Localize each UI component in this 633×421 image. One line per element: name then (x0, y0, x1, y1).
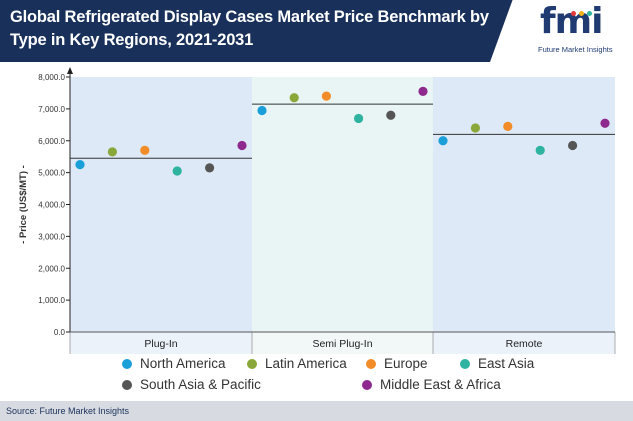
legend-dot-icon (122, 380, 132, 390)
source-footer: Source: Future Market Insights (0, 401, 633, 421)
y-tick-label: 4,000.0 (38, 201, 65, 210)
data-point-latin-america-2 (470, 123, 480, 133)
legend-dot-icon (247, 359, 257, 369)
data-point-south-asia-pacific-1 (386, 110, 396, 120)
y-tick-label: 0.0 (54, 328, 66, 337)
logo-dots-icon (571, 3, 595, 21)
data-point-latin-america-1 (289, 93, 299, 103)
y-axis-arrow-icon (67, 67, 73, 74)
category-panel-2 (433, 77, 615, 332)
y-tick-label: 8,000.0 (38, 73, 65, 82)
y-tick-label: 7,000.0 (38, 105, 65, 114)
data-point-middle-east-africa-1 (418, 86, 428, 96)
legend-label: East Asia (478, 356, 535, 371)
fmi-logo: fmi (540, 1, 604, 42)
category-strip-2 (433, 332, 615, 354)
data-point-latin-america-0 (107, 147, 117, 157)
y-tick-label: 5,000.0 (38, 169, 65, 178)
category-label-remote: Remote (506, 338, 543, 350)
category-strip-1 (252, 332, 433, 354)
data-point-south-asia-pacific-2 (568, 140, 578, 151)
legend-label: Middle East & Africa (380, 377, 501, 392)
legend-dot-icon (366, 359, 376, 369)
category-label-plug-in: Plug-In (144, 338, 177, 350)
y-axis-label: - Price (US$/MT) - (18, 165, 29, 244)
price-benchmark-chart: 0.0 1,000.0 2,000.0 3,000.0 4,000.0 5,000.0 6,… (18, 67, 616, 354)
legend-dot-icon (460, 359, 470, 369)
data-point-east-asia-2 (535, 145, 545, 155)
logo-panel (515, 0, 633, 62)
legend-item-south-asia-pacific: South Asia & Pacific (122, 377, 261, 392)
y-tick-label: 6,000.0 (38, 137, 65, 146)
category-strip-0 (70, 332, 252, 354)
legend-dot-icon (122, 359, 132, 369)
legend-label: North America (140, 356, 226, 371)
data-point-east-asia-0 (172, 166, 182, 176)
legend-item-europe: Europe (366, 356, 428, 371)
legend-item-east-asia: East Asia (460, 356, 534, 371)
data-point-europe-2 (503, 121, 513, 132)
y-tick-label: 3,000.0 (38, 232, 65, 241)
category-panel-0 (70, 77, 252, 332)
legend-label: South Asia & Pacific (140, 377, 261, 392)
data-point-europe-1 (321, 91, 331, 101)
data-point-east-asia-1 (354, 113, 364, 124)
data-point-middle-east-africa-0 (237, 140, 247, 151)
chart-legend: North America Latin America Europe East Asi… (0, 356, 633, 400)
legend-label: Europe (384, 356, 428, 371)
category-label-semi-plug-in: Semi Plug-In (312, 338, 372, 350)
legend-item-middle-east-africa: Middle East & Africa (362, 377, 501, 392)
chart-title: Global Refrigerated Display Cases Market… (10, 8, 489, 49)
data-point-north-america-1 (257, 105, 267, 116)
category-panel-1 (252, 77, 433, 332)
logo-subtitle: Future Market Insights (538, 45, 613, 54)
data-point-south-asia-pacific-0 (205, 163, 215, 173)
legend-dot-icon (362, 380, 372, 390)
header-bar: Global Refrigerated Display Cases Market… (0, 0, 633, 62)
y-tick-label: 2,000.0 (38, 264, 65, 273)
y-tick-label: 1,000.0 (38, 296, 65, 305)
legend-item-latin-america: Latin America (247, 356, 347, 371)
data-point-middle-east-africa-2 (600, 118, 610, 128)
data-point-north-america-2 (438, 136, 448, 146)
data-point-north-america-0 (75, 160, 85, 170)
data-point-europe-0 (140, 145, 150, 155)
legend-label: Latin America (265, 356, 347, 371)
legend-item-north-america: North America (122, 356, 226, 371)
